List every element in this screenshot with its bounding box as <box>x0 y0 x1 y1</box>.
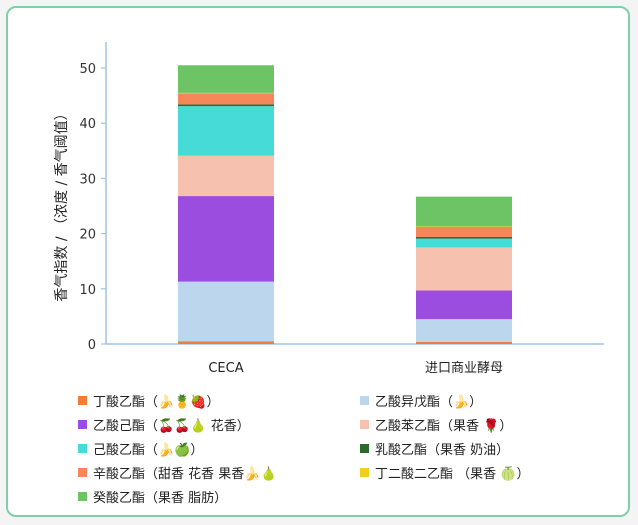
y-axis-title: 香气指数 / （浓度 / 香气阈值） <box>54 106 70 301</box>
legend-label: 乳酸乙酯（果香 奶油） <box>375 442 510 458</box>
legend-swatch <box>78 395 87 405</box>
bar-segment <box>178 196 274 282</box>
bar-segment <box>178 104 274 107</box>
legend-swatch <box>360 395 369 405</box>
legend-label: 己酸乙酯（🍌🍏） <box>93 442 204 458</box>
bar-segment <box>178 106 274 156</box>
bar-segment <box>178 92 274 94</box>
bar-segment <box>416 226 512 237</box>
chart-card: 香气指数 / （浓度 / 香气阈值） 0 10 20 30 40 50 CECA 进口商业酵… <box>6 6 630 517</box>
y-tick-label: 0 <box>88 338 96 353</box>
bar-segment <box>178 93 274 105</box>
legend-item: 己酸乙酯（🍌🍏） <box>78 439 360 458</box>
legend-label: 乙酸异戊酯（🍌） <box>375 394 483 410</box>
legend-swatch <box>78 467 87 477</box>
legend-item: 丁二酸二乙酯 （果香 🍈） <box>360 463 598 482</box>
bar-segment <box>416 238 512 248</box>
legend-item: 乙酸己酯（🍒🍒🍐 花香） <box>78 415 360 434</box>
y-tick-label: 50 <box>79 62 96 77</box>
bar-segment <box>416 341 512 344</box>
legend-label: 丁酸乙酯（🍌🍍🍓） <box>93 394 220 410</box>
legend-label: 丁二酸二乙酯 （果香 🍈） <box>375 466 530 482</box>
y-tick-label: 10 <box>79 283 96 298</box>
legend-item: 丁酸乙酯（🍌🍍🍓） <box>78 391 360 410</box>
legend-swatch <box>78 491 87 501</box>
legend-item: 乙酸异戊酯（🍌） <box>360 391 598 410</box>
stacked-bar-chart: 香气指数 / （浓度 / 香气阈值） 0 10 20 30 40 50 CECA 进口商业酵… <box>54 42 604 376</box>
y-tick-label: 20 <box>79 228 96 243</box>
y-tick-label: 40 <box>79 117 96 132</box>
legend-swatch <box>78 443 87 453</box>
legend-swatch <box>360 443 369 453</box>
bar-segment <box>416 226 512 228</box>
bar-segment <box>178 281 274 342</box>
legend-item: 乙酸苯乙酯（果香 🌹） <box>360 415 598 434</box>
bar-segment <box>416 196 512 227</box>
y-tick-label: 30 <box>79 172 96 187</box>
legend-label: 乙酸己酯（🍒🍒🍐 花香） <box>93 418 250 434</box>
legend-label: 辛酸乙酯（甜香 花香 果香🍌🍐 <box>93 466 277 482</box>
legend-label: 癸酸乙酯（果香 脂肪） <box>93 490 228 506</box>
legend-swatch <box>360 419 369 429</box>
bar-segment <box>416 319 512 342</box>
bar-segment <box>178 155 274 197</box>
legend-swatch <box>78 419 87 429</box>
bar-segment <box>416 290 512 320</box>
legend: 丁酸乙酯（🍌🍍🍓） 乙酸异戊酯（🍌） 乙酸己酯（🍒🍒🍐 花香） 乙酸苯乙酯（果香 🌹）… <box>78 391 598 506</box>
legend-item: 辛酸乙酯（甜香 花香 果香🍌🍐 <box>78 463 360 482</box>
legend-item: 癸酸乙酯（果香 脂肪） <box>78 487 360 506</box>
bar-segment <box>416 236 512 239</box>
legend-swatch <box>360 467 369 477</box>
x-category-label: 进口商业酵母 <box>425 361 503 376</box>
bar-segment <box>416 247 512 291</box>
legend-item: 乳酸乙酯（果香 奶油） <box>360 439 598 458</box>
bar-segment <box>178 65 274 93</box>
legend-label: 乙酸苯乙酯（果香 🌹） <box>375 418 513 434</box>
bar-segment <box>178 341 274 344</box>
x-category-label: CECA <box>208 361 243 376</box>
